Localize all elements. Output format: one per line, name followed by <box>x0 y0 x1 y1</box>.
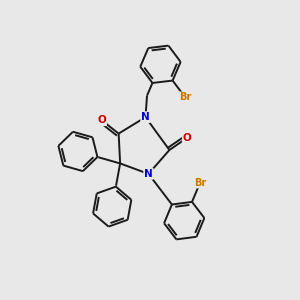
Text: Br: Br <box>179 92 191 102</box>
Text: O: O <box>183 133 191 143</box>
Text: Br: Br <box>194 178 206 188</box>
Text: N: N <box>141 112 150 122</box>
Text: N: N <box>144 169 153 179</box>
Text: O: O <box>98 115 106 125</box>
